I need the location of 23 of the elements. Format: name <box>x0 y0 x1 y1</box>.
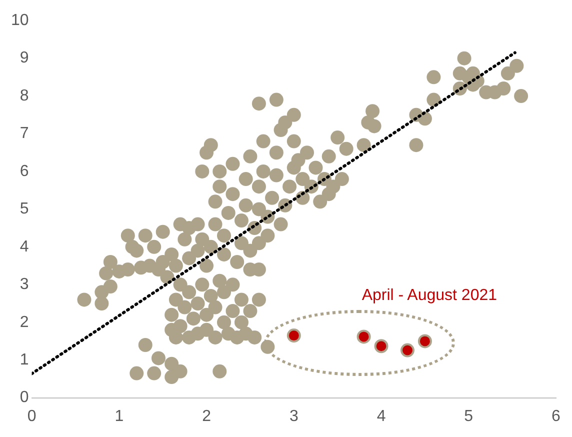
x-tick-label: 2 <box>202 408 212 425</box>
annotation: April - August 2021 <box>362 286 498 304</box>
x-tick-label: 5 <box>464 408 474 425</box>
point <box>400 343 414 358</box>
x-tick-label: 3 <box>289 408 298 425</box>
y-tick-label: 0 <box>20 389 29 406</box>
y-tick-label: 10 <box>11 12 29 30</box>
x-tick-label: 4 <box>376 408 386 425</box>
point <box>418 334 432 348</box>
y-tick-label: 9 <box>20 50 29 67</box>
point <box>356 330 371 344</box>
y-tick-label: 6 <box>20 162 29 180</box>
y-tick-label: 1 <box>20 351 29 368</box>
y-tick-label: 5 <box>20 200 29 218</box>
y-tick-label: 8 <box>20 87 29 104</box>
y-tick-label: 4 <box>20 238 29 256</box>
point <box>286 328 301 343</box>
point <box>374 339 388 354</box>
y-tick-label: 2 <box>20 314 29 331</box>
y-tick-label: 7 <box>20 125 29 142</box>
y-tick-label: 3 <box>20 276 29 294</box>
x-tick-label: 1 <box>114 408 124 425</box>
x-tick-label: 6 <box>552 408 561 425</box>
